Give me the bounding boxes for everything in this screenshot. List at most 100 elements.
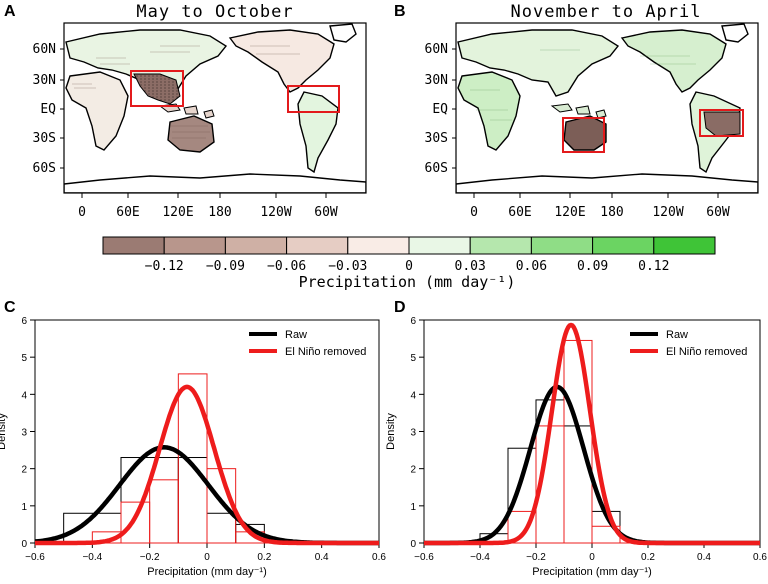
y-tick-label: 3 [21,428,27,439]
landmass-antarctica [456,173,758,193]
panel-a: A May to October [4,2,367,220]
y-tick-label: 1 [21,502,27,513]
longitude-labels-b: 0 60E 120E 180 120W 60W [470,193,730,220]
lon-label: 180 [600,205,623,220]
y-tick-label: 6 [410,316,416,327]
map-b [456,23,758,193]
colorbar-tick-label: 0.09 [577,259,608,274]
histogram-bar [149,479,179,544]
x-tick-label: −0.6 [414,552,434,563]
histogram-bar [206,512,237,544]
highlight-box-central-america [287,85,340,113]
region-south-asia [133,73,181,105]
x-tick-label: −0.6 [25,552,45,563]
lat-label: 30N [33,73,56,88]
histogram-bar [507,447,537,544]
colorbar-tick-label: 0.12 [638,259,669,274]
histogram-bar [120,501,151,544]
legend-label: El Niño removed [285,346,366,358]
landmass-australia [563,115,607,151]
density-plot-c: −0.6 −0.4 −0.2 0 0.2 0.4 0.6 0 1 2 3 4 5 6 Precipitati… [0,316,386,578]
lon-label: 60E [116,205,139,220]
colorbar-segment [286,236,349,255]
density-curve [423,322,761,546]
colorbar-segment [530,236,594,255]
lat-label: EQ [432,102,448,117]
colorbar-tick-label: −0.09 [206,259,245,274]
colorbar-tick-label: −0.03 [328,259,367,274]
y-tick-label: 0 [410,539,416,550]
x-tick-label: 0.2 [641,552,655,563]
lat-label: 60N [425,42,448,57]
colorbar-segment [653,236,716,255]
highlight-box-australia [562,117,605,153]
x-axis-label: Precipitation (mm day⁻¹) [147,566,267,578]
histogram-bar [563,425,593,544]
x-tick-label: −0.2 [140,552,160,563]
hatch-texture [72,45,300,139]
lon-label: 120W [260,205,291,220]
histogram-bar [177,457,208,544]
colorbar-tick-label: 0.06 [516,259,547,274]
landmass-maritime-asia [550,103,607,119]
lon-label: 60E [508,205,531,220]
x-tick-label: −0.2 [526,552,546,563]
histogram-bar [563,339,593,544]
y-tick-label: 3 [410,428,416,439]
lat-label: 60N [33,42,56,57]
colorbar-tick-label: 0 [405,259,413,274]
legend-label: El Niño removed [666,346,747,358]
landmass-maritime-asia [158,103,215,119]
colorbar: −0.12 −0.09 −0.06 −0.03 0 0.03 0.06 0.09 0.12 [102,236,716,274]
highlight-box-northeast-brazil [699,109,744,137]
lat-label: 60S [425,161,448,176]
panel-b: B November to April 60N 30N EQ 30S 60S 0 60E 1… [394,2,759,220]
colorbar-segment [347,236,410,255]
histogram-bar [177,373,208,544]
panel-title-b: November to April [511,2,702,22]
x-tick-label: 0.4 [697,552,711,563]
latitude-labels-a: 60N 30N EQ 30S 60S [33,42,64,176]
panel-letter-c: C [4,299,16,316]
lat-label: 30N [425,73,448,88]
landmass-north-america [228,29,335,93]
legend-label: Raw [285,329,307,341]
lat-label: 30S [425,131,448,146]
lat-label: 30S [33,131,56,146]
map-a [64,23,366,193]
colorbar-label: Precipitation (mm day⁻¹) [299,273,516,291]
panel-letter-d: D [394,299,406,316]
landmass-greenland [329,23,357,43]
colorbar-segment [163,236,226,255]
colorbar-tick-label: 0.03 [455,259,486,274]
y-axis-label: Density [0,413,8,450]
y-tick-label: 1 [410,502,416,513]
y-tick-label: 5 [410,353,416,364]
colorbar-segment [408,236,471,255]
colorbar-segment [102,236,165,255]
landmass-antarctica [64,173,366,193]
lon-label: 120E [554,205,585,220]
colorbar-tick-label: −0.12 [145,259,184,274]
landmass-africa [65,71,129,151]
y-tick-label: 2 [410,465,416,476]
y-tick-label: 4 [410,390,416,401]
x-tick-label: −0.4 [82,552,102,563]
x-tick-label: 0 [204,552,210,563]
landmass-africa [457,71,521,151]
panel-letter-b: B [394,3,406,20]
colorbar-segment [469,236,532,255]
x-tick-label: 0.6 [753,552,767,563]
landmass-eurasia [457,29,620,97]
x-tick-label: −0.4 [470,552,490,563]
y-tick-label: 4 [21,390,27,401]
landmass-north-america [620,29,727,93]
x-tick-label: 0.6 [372,552,386,563]
y-tick-label: 0 [21,539,27,550]
x-axis-label: Precipitation (mm day⁻¹) [532,566,652,578]
lat-label: 60S [33,161,56,176]
colorbar-tick-label: −0.06 [267,259,306,274]
x-tick-label: 0 [589,552,595,563]
density-plot-d: −0.6 −0.4 −0.2 0 0.2 0.4 0.6 0 1 2 3 4 5 6 Precipitati… [385,316,767,578]
